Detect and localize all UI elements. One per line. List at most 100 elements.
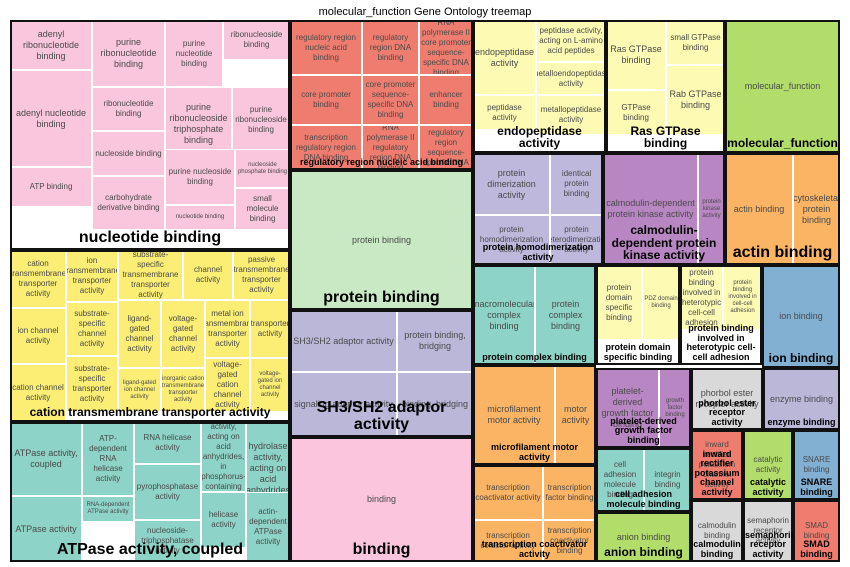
treemap-cell-inorganic-cation-transmembrane-transporter-activity: inorganic cation transmembrane transport…	[161, 368, 205, 412]
cell-label: semaphorin receptor activity	[747, 516, 789, 545]
treemap-cell-protein-complex-binding: protein complex binding	[535, 265, 596, 365]
treemap-cell-small-molecule-binding: small molecule binding	[235, 188, 290, 230]
treemap-cell-core-promoter-binding: core promoter binding	[290, 75, 362, 125]
treemap-cell-rna-polymerase-ii-core-promoter-sequence-specific-dna-binding: RNA polymerase II core promoter sequence…	[419, 20, 473, 75]
cell-label: SNARE binding	[802, 455, 831, 474]
cell-label: identical protein binding	[561, 169, 592, 198]
cell-label: cation channel activity	[12, 383, 64, 402]
treemap-cell-signaling-adaptor-activity: signaling adaptor activity	[290, 372, 397, 437]
treemap-cell-peptidase-activity: peptidase activity	[473, 95, 536, 130]
treemap-cell-identical-protein-binding: identical protein binding	[550, 153, 603, 215]
cell-label: phorbol ester receptor activity	[695, 388, 759, 409]
cell-label: passive transmembrane transporter activi…	[233, 255, 290, 294]
cell-label: RNA polymerase II regulatory region DNA …	[366, 125, 415, 170]
cell-label: small molecule binding	[246, 194, 279, 223]
treemap-cell-atp-dependent-rna-helicase-activity: ATP-dependent RNA helicase activity	[82, 422, 134, 496]
cell-label: binding	[366, 494, 397, 504]
cell-label: nucleoside-triphosphatase activity	[141, 526, 194, 555]
treemap-cell-helicase-activity: helicase activity	[201, 492, 246, 548]
treemap-cell-anion-binding: anion binding	[596, 512, 691, 562]
cell-label: peptidase activity, acting on L-amino ac…	[539, 26, 603, 55]
cell-label: protein complex binding	[548, 298, 583, 331]
group-label: protein domain specific binding	[603, 342, 673, 362]
cell-label: nucleoside binding	[95, 148, 162, 158]
cell-label: anion binding	[616, 531, 671, 542]
treemap-cell-ribonucleoside-binding: ribonucleoside binding	[223, 20, 290, 60]
treemap-cell-sh3-sh2-adaptor-activity: SH3/SH2 adaptor activity	[290, 310, 397, 372]
treemap-cell-purine-ribonucleoside-binding: purine ribonucleoside binding	[232, 87, 290, 152]
cell-label: transcription cofactor activity	[480, 531, 536, 550]
cell-label: motor activity	[561, 404, 590, 425]
cell-label: ATPase activity, coupled	[14, 448, 78, 469]
treemap-cell-ion-binding: ion binding	[762, 265, 840, 368]
treemap-cell-atp-binding: ATP binding	[10, 167, 92, 207]
cell-label: purine nucleotide binding	[175, 38, 213, 68]
cell-label: ribonucleoside binding	[230, 30, 283, 49]
treemap-cell-metal-ion-transmembrane-transporter-activity: metal ion transmembrane transporter acti…	[205, 300, 250, 358]
cell-label: RNA-dependent ATPase activity	[86, 502, 130, 515]
cell-label: ion binding	[779, 311, 823, 321]
cell-label: protein binding, bridging	[404, 330, 466, 351]
treemap-cell-gtpase-binding: GTPase binding	[606, 90, 666, 135]
cell-label: core promoter binding	[301, 90, 351, 109]
treemap-cell-smad-binding: SMAD binding	[793, 500, 840, 562]
cell-label: purine nucleoside binding	[168, 167, 232, 186]
cell-label: ion channel activity	[17, 326, 59, 345]
cell-label: helicase activity	[208, 510, 239, 529]
treemap-cell-transcription-regulatory-region-sequence-specific-dna-binding: transcription regulatory region sequence…	[419, 125, 473, 170]
cell-label: nucleoside phosphate binding	[237, 161, 288, 175]
treemap-cell-cation-channel-activity: cation channel activity	[10, 364, 66, 422]
cell-label: SH3/SH2 adaptor activity	[293, 335, 394, 346]
treemap-cell-protein-kinase-activity: protein kinase activity	[698, 153, 725, 265]
treemap-cell-calmodulin-dependent-protein-kinase-activity: calmodulin-dependent protein kinase acti…	[603, 153, 698, 265]
cell-label: endopeptidase activity	[474, 46, 535, 68]
cell-label: ATP-dependent RNA helicase activity	[89, 434, 127, 483]
cell-label: purine ribonucleoside triphosphate bindi…	[169, 101, 228, 145]
cell-label: protein binding involved in cell-cell ad…	[728, 280, 757, 314]
cell-label: binding, bridging	[401, 399, 469, 409]
cell-label: actin binding	[733, 203, 785, 214]
treemap-cell-ras-gtpase-binding: Ras GTPase binding	[606, 20, 666, 90]
treemap-cell-peptidase-activity-acting-on-l-amino-acid-peptides: peptidase activity, acting on L-amino ac…	[536, 20, 606, 62]
treemap-cell-transcription-cofactor-activity: transcription cofactor activity	[473, 520, 543, 562]
treemap-cell-rab-gtpase-binding: Rab GTPase binding	[666, 65, 725, 135]
cell-label: voltage-gated channel activity	[168, 314, 198, 353]
cell-label: protein binding	[351, 234, 412, 245]
treemap-cell-atpase-activity: ATPase activity	[10, 496, 82, 562]
treemap-cell-catalytic-activity: catalytic activity	[743, 430, 793, 500]
treemap-cell-actin-binding: actin binding	[725, 153, 793, 265]
treemap-cell-metalloendopeptidase-activity: metalloendopeptidase activity	[536, 62, 606, 95]
treemap-cell-protein-binding-involved-in-heterotypic-cell-cell-adhesion: protein binding involved in heterotypic …	[680, 265, 723, 330]
treemap-cell-protein-heterodimerization-activity: protein heterodimerization activity	[550, 215, 603, 265]
treemap-cell-cytoskeletal-protein-binding: cytoskeletal protein binding	[793, 153, 840, 265]
treemap-cell-actin-dependent-atpase-activity: actin-dependent ATPase activity	[246, 492, 290, 562]
treemap-cell-adenyl-nucleotide-binding: adenyl nucleotide binding	[10, 70, 92, 167]
cell-label: transcription factor binding	[545, 482, 594, 502]
treemap-cell-transcription-coactivator-activity: transcription coactivator activity	[473, 465, 543, 520]
cell-label: ligand-gated ion channel activity	[122, 379, 157, 400]
treemap-cell-cell-adhesion-molecule-binding: cell adhesion molecule binding	[596, 448, 644, 512]
cell-label: catalytic activity	[753, 455, 783, 474]
cell-label: Rab GTPase binding	[669, 89, 722, 110]
treemap-cell-rna-polymerase-ii-regulatory-region-dna-binding: RNA polymerase II regulatory region DNA …	[362, 125, 419, 170]
cell-label: peptidase activity	[487, 102, 522, 122]
treemap-cell-passive-transmembrane-transporter-activity: passive transmembrane transporter activi…	[233, 250, 290, 300]
treemap-cell-hydrolase-activity-acting-on-acid-anhydrides-in-phosphorus-containing-anhydrides: hydrolase activity, acting on acid anhyd…	[201, 422, 246, 492]
cell-label: metallopeptidase activity	[540, 105, 602, 124]
cell-label: ribonucleotide binding	[103, 99, 154, 118]
treemap-cell-motor-activity: motor activity	[555, 365, 596, 465]
treemap-cell-nucleoside-phosphate-binding: nucleoside phosphate binding	[235, 149, 290, 188]
cell-label: purine ribonucleotide binding	[100, 37, 157, 69]
treemap-cell-nucleotide-binding: nucleotide binding	[165, 205, 235, 230]
treemap-cell-adenyl-ribonucleotide-binding: adenyl ribonucleotide binding	[10, 20, 92, 70]
cell-label: microfilament motor activity	[487, 404, 541, 425]
group-label: nucleotide binding	[78, 229, 222, 247]
cell-label: transcription regulatory region DNA bind…	[295, 132, 357, 162]
cell-label: ATPase activity	[15, 523, 77, 534]
cell-label: protein binding involved in heterotypic …	[681, 267, 722, 327]
treemap-cell-ion-channel-activity: ion channel activity	[10, 308, 66, 364]
treemap-cell-atpase-activity-coupled: ATPase activity, coupled	[10, 422, 82, 496]
cell-label: inward rectifier potassium channel activ…	[698, 440, 736, 489]
cell-label: SMAD binding	[803, 521, 830, 540]
